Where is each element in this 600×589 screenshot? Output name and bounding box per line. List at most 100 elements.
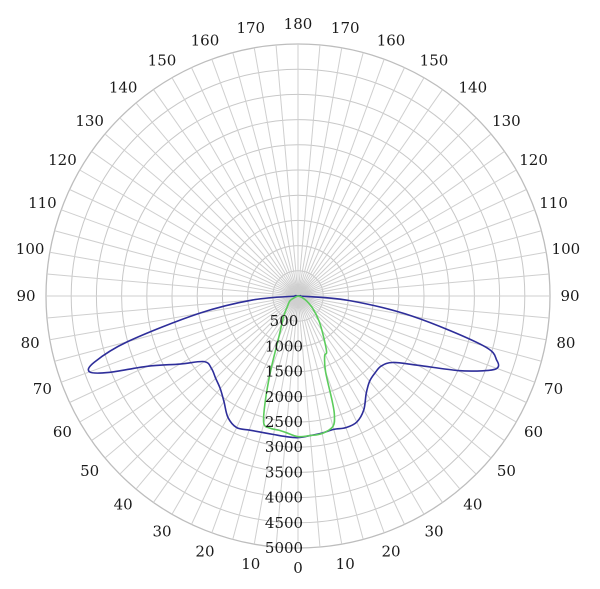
grid-spoke (211, 295, 299, 533)
grid-spoke (297, 295, 535, 383)
grid-spoke (297, 89, 443, 297)
series-line-1 (87, 294, 500, 439)
grid-spoke (104, 133, 299, 297)
angle-label-right: 50 (497, 462, 516, 480)
angle-label-right: 120 (519, 151, 548, 169)
grid-spoke (135, 295, 299, 490)
grid-spoke (297, 189, 527, 297)
grid-spoke (297, 47, 343, 297)
angle-label-right: 160 (377, 31, 406, 49)
angle-label-left: 130 (75, 112, 104, 130)
angle-label-left: 30 (152, 523, 171, 541)
grid-spoke (297, 52, 364, 297)
grid-spoke (297, 273, 550, 297)
grid-spoke (297, 77, 425, 297)
radial-tick-label: 3500 (265, 463, 303, 481)
grid-spoke (91, 151, 299, 297)
grid-spoke (297, 295, 547, 341)
grid-spoke (253, 47, 299, 297)
radial-tick-label: 5000 (265, 539, 303, 557)
grid-spoke (297, 59, 385, 297)
angle-label-right: 140 (459, 79, 488, 97)
grid-spoke (297, 295, 425, 515)
grid-spoke (297, 251, 547, 297)
angle-label-right: 90 (560, 287, 579, 305)
grid-spoke (232, 52, 299, 297)
grid-spoke (297, 151, 505, 297)
angle-label-right: 150 (420, 51, 449, 69)
grid-spoke (104, 295, 299, 459)
radial-tick-label: 1500 (265, 363, 303, 381)
grid-spoke (297, 295, 542, 362)
grid-spoke (297, 133, 492, 297)
grid-spoke (297, 117, 477, 297)
grid-spoke (275, 295, 299, 548)
grid-spoke (171, 295, 299, 515)
angle-label-right: 110 (539, 194, 568, 212)
grid-spoke (211, 59, 299, 297)
grid-spoke (297, 295, 405, 525)
grid-spoke (119, 117, 299, 297)
angle-label-left: 160 (191, 31, 220, 49)
grid-spoke (297, 295, 527, 403)
angle-label-180: 180 (284, 15, 313, 33)
angle-label-left: 170 (236, 19, 265, 37)
grid-spoke (79, 169, 299, 297)
angle-labels: 0 180 10 10 20 20 30 30 40 40 50 50 60 60 70 70 80 80 90 90… (16, 15, 580, 577)
angle-label-right: 100 (552, 240, 581, 258)
grid-spoke (153, 89, 299, 297)
grid-spoke (49, 251, 299, 297)
polar-grid (45, 43, 551, 549)
radial-tick-label: 3000 (265, 438, 303, 456)
grid-spoke (191, 67, 299, 297)
grid-spoke (69, 189, 299, 297)
angle-label-left: 60 (53, 423, 72, 441)
angle-label-0: 0 (293, 559, 303, 577)
angle-label-right: 10 (336, 555, 355, 573)
radial-tick-label: 4000 (265, 489, 303, 507)
series-layer (87, 294, 500, 439)
grid-spoke (119, 295, 299, 475)
angle-label-left: 140 (109, 79, 138, 97)
angle-label-left: 110 (28, 194, 57, 212)
angle-label-left: 20 (195, 543, 214, 561)
grid-spoke (61, 295, 299, 383)
angle-label-left: 40 (114, 495, 133, 513)
angle-label-right: 80 (556, 334, 575, 352)
grid-spoke (54, 295, 299, 362)
grid-spoke (91, 295, 299, 441)
radial-tick-label: 2000 (265, 388, 303, 406)
series-line-2 (262, 295, 336, 438)
angle-label-right: 170 (331, 19, 360, 37)
grid-spoke (297, 295, 321, 548)
grid-spoke (232, 295, 299, 540)
grid-spoke (54, 230, 299, 297)
grid-spoke (153, 295, 299, 503)
grid-spoke (297, 230, 542, 297)
radial-labels: 500 1000 1500 2000 2500 3000 3500 4000 4500 5000 (265, 312, 303, 557)
radial-tick-label: 4500 (265, 514, 303, 532)
radial-tick-label: 2500 (265, 413, 303, 431)
grid-spoke (135, 102, 299, 297)
grid-spoke (46, 273, 299, 297)
angle-label-left: 70 (33, 380, 52, 398)
angle-label-left: 120 (48, 151, 77, 169)
grid-spoke (171, 77, 299, 297)
angle-label-left: 50 (80, 462, 99, 480)
grid-spoke (297, 295, 517, 423)
angle-label-left: 80 (21, 334, 40, 352)
grid-spoke (297, 44, 321, 297)
radial-tick-label: 1000 (265, 337, 303, 355)
grid-spoke (297, 295, 385, 533)
grid-spoke (297, 67, 405, 297)
angle-label-left: 100 (16, 240, 45, 258)
grid-spoke (297, 295, 364, 540)
grid-spoke (297, 209, 535, 297)
angle-label-left: 10 (241, 555, 260, 573)
grid-spoke (275, 44, 299, 297)
grid-spoke (297, 169, 517, 297)
grid-spoke (49, 295, 299, 341)
angle-label-right: 40 (463, 495, 482, 513)
grid-spoke (69, 295, 299, 403)
